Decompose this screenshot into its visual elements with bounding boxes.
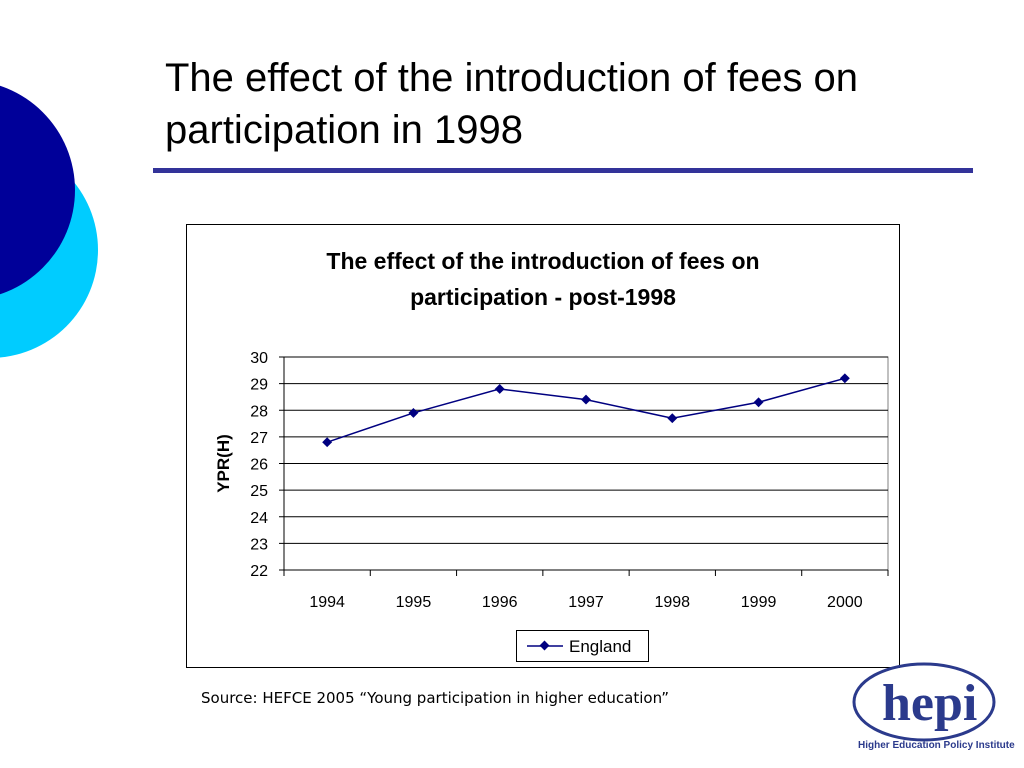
y-tick-label: 26 [250, 457, 268, 474]
x-tick-label-1999: 1999 [741, 594, 777, 611]
legend-label-england: England [569, 637, 632, 656]
x-tick-label-1995: 1995 [396, 594, 432, 611]
y-tick-label: 22 [250, 563, 268, 580]
y-tick-label: 29 [250, 377, 268, 394]
legend-swatch [527, 640, 563, 651]
data-point-1995 [408, 407, 419, 418]
hepi-logo: hepi [852, 662, 996, 742]
svg-text:hepi: hepi [882, 675, 977, 732]
y-axis-label: YPR(H) [214, 434, 233, 493]
x-tick-label-1994: 1994 [309, 594, 345, 611]
y-tick-label: 30 [250, 350, 268, 367]
x-tick-label-1998: 1998 [654, 594, 690, 611]
chart-title-line-1: The effect of the introduction of fees o… [326, 248, 760, 274]
data-point-1994 [322, 437, 333, 448]
data-point-1997 [581, 394, 591, 405]
slide-title: The effect of the introduction of fees o… [165, 56, 859, 152]
y-tick-label: 27 [250, 430, 268, 447]
data-point-1999 [753, 397, 764, 408]
data-point-1996 [494, 384, 505, 394]
title-rule [153, 168, 973, 173]
chart-legend: England [516, 630, 649, 662]
dark-blue-circle [0, 85, 75, 295]
source-note: Source: HEFCE 2005 “Young participation … [201, 689, 670, 707]
chart-title: The effect of the introduction of fees o… [187, 243, 899, 315]
y-tick-label: 25 [250, 483, 268, 500]
chart-title-line-2: participation - post-1998 [410, 284, 676, 310]
y-tick-label: 28 [250, 403, 268, 420]
data-point-1998 [667, 413, 678, 424]
x-tick-label-2000: 2000 [827, 594, 863, 611]
logo-caption: Higher Education Policy Institute [858, 740, 1015, 751]
y-tick-label: 23 [250, 536, 268, 553]
x-tick-label-1997: 1997 [568, 594, 604, 611]
data-point-2000 [839, 373, 850, 384]
y-tick-label: 24 [250, 510, 268, 527]
x-tick-label-1996: 1996 [482, 594, 518, 611]
decorative-circles [0, 85, 98, 358]
